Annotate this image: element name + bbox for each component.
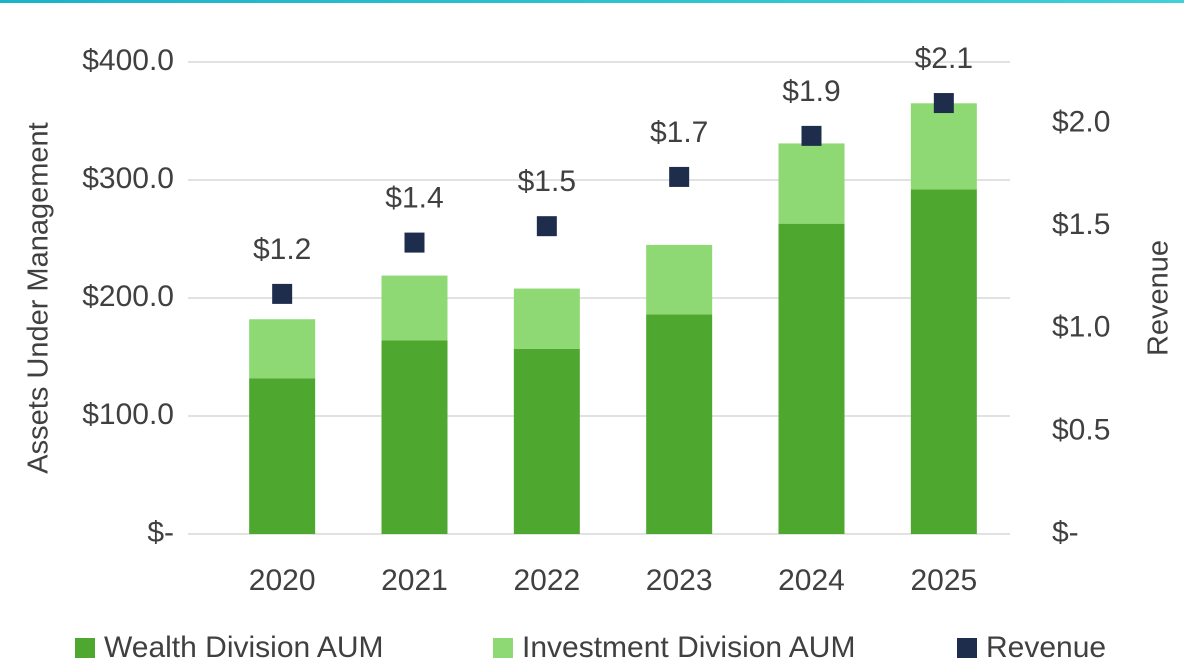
x-tick-label: 2020 [249, 564, 316, 597]
bar [646, 314, 713, 534]
legend-swatch [957, 638, 977, 658]
y-tick-label: $300.0 [82, 162, 174, 195]
bar [249, 319, 316, 379]
y2-tick-label: $0.5 [1052, 413, 1110, 446]
y-tick-label: $200.0 [82, 280, 174, 313]
bar [513, 288, 580, 349]
data-label: $2.1 [915, 42, 973, 75]
x-tick-label: 2022 [513, 564, 580, 597]
y-tick-label: $400.0 [82, 44, 174, 77]
legend-label: Revenue [986, 631, 1106, 664]
x-tick-label: 2023 [646, 564, 713, 597]
y2-tick-label: $1.5 [1052, 208, 1110, 241]
legend-swatch [493, 638, 513, 658]
legend-swatch [75, 638, 95, 658]
top-accent [0, 0, 1184, 3]
y2-axis-title: Revenue [1143, 240, 1175, 356]
y2-tick-label: $- [1052, 516, 1079, 549]
marker [404, 232, 425, 253]
bar [910, 189, 977, 534]
data-label: $1.9 [782, 75, 840, 108]
bar [381, 340, 448, 534]
bar [646, 244, 713, 315]
x-tick-label: 2021 [381, 564, 448, 597]
y2-tick-label: $1.0 [1052, 311, 1110, 344]
legend-label: Wealth Division AUM [104, 631, 384, 664]
marker [669, 166, 690, 187]
y-axis-title: Assets Under Management [23, 122, 55, 473]
bar [513, 348, 580, 534]
bar [249, 378, 316, 534]
marker [933, 93, 954, 114]
bar [381, 275, 448, 341]
data-label: $1.4 [385, 182, 443, 215]
x-tick-label: 2025 [910, 564, 977, 597]
bar [778, 223, 845, 534]
y2-tick-label: $2.0 [1052, 105, 1110, 138]
bar [778, 143, 845, 224]
data-label: $1.5 [518, 165, 576, 198]
bar [910, 103, 977, 190]
data-label: $1.7 [650, 116, 708, 149]
x-tick-label: 2024 [778, 564, 845, 597]
marker [801, 125, 822, 146]
y-tick-label: $100.0 [82, 398, 174, 431]
y-tick-label: $- [147, 516, 174, 549]
legend-label: Investment Division AUM [522, 631, 855, 664]
marker [536, 216, 557, 237]
marker [272, 283, 293, 304]
data-label: $1.2 [253, 233, 311, 266]
